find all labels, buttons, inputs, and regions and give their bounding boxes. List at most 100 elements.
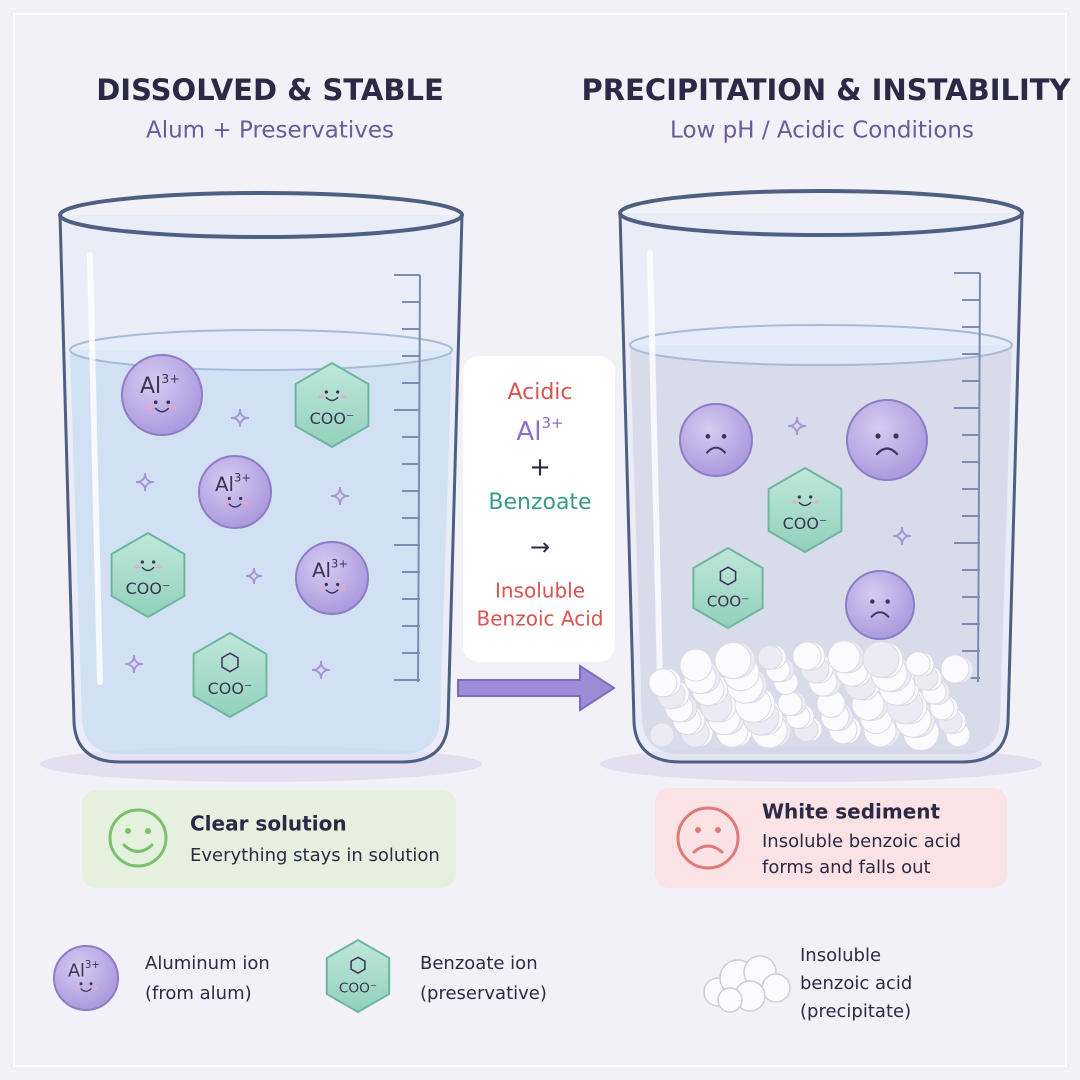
- process-arrow: [457, 664, 616, 712]
- frame: [13, 13, 1067, 1067]
- benzoate-ion: COO⁻: [692, 547, 764, 629]
- ion-symbol: Al: [516, 417, 541, 447]
- reaction-box: [463, 356, 615, 662]
- ion-charge: 3+: [234, 470, 251, 484]
- status-box: [82, 790, 456, 888]
- aluminum-ion: [845, 570, 915, 640]
- ion-body: [53, 945, 119, 1011]
- mouth: [80, 988, 92, 992]
- aluminum-ion: Al3+: [198, 455, 272, 529]
- eye: [870, 599, 875, 604]
- legend-note: (preservative): [420, 983, 547, 1004]
- glass-highlight: [647, 250, 663, 685]
- eye: [239, 496, 243, 501]
- blush: [155, 565, 162, 569]
- precipitate-particle: [792, 641, 822, 671]
- eye: [153, 400, 158, 405]
- blush: [242, 501, 249, 506]
- precipitate-particle: [649, 722, 675, 748]
- ion-body: [295, 541, 369, 615]
- blush: [812, 500, 819, 504]
- eye: [324, 582, 328, 587]
- legend-label: Aluminum ion: [145, 953, 270, 974]
- ion-label: COO⁻: [310, 409, 355, 428]
- sparkle: [245, 567, 263, 585]
- aluminum-ion: Al3+: [121, 354, 203, 436]
- reaction-condition: Acidic: [507, 380, 572, 405]
- aluminum-ion: Al3+: [53, 945, 119, 1011]
- blush: [791, 500, 798, 504]
- ion-symbol: Al: [140, 374, 161, 399]
- eye: [705, 434, 711, 439]
- legend-label: benzoic acid: [800, 973, 912, 994]
- ion-symbol: Al: [312, 558, 331, 581]
- benzoate-ion: COO⁻: [767, 467, 843, 553]
- eye: [227, 496, 231, 501]
- benzene-ring: [719, 566, 737, 586]
- eye: [152, 560, 156, 564]
- eye: [336, 390, 340, 394]
- reaction-product: Insoluble: [495, 579, 585, 603]
- mouth: [325, 396, 339, 402]
- benzene-ring: [350, 956, 366, 974]
- benzoate-ion: COO⁻: [110, 532, 186, 618]
- mouth: [870, 611, 890, 618]
- ion-charge: 3+: [85, 959, 100, 971]
- precipitate-particle: [940, 654, 970, 684]
- sparkle: [330, 486, 350, 506]
- precipitate-icon: [703, 955, 791, 1013]
- ion-charge: 3+: [331, 556, 348, 570]
- eye: [79, 982, 83, 986]
- ion-body: [679, 403, 753, 477]
- blush: [339, 395, 346, 399]
- ion-label: COO⁻: [208, 679, 253, 698]
- status-title: White sediment: [762, 800, 941, 824]
- sparkle: [230, 408, 250, 428]
- legend-note: (from alum): [145, 983, 252, 1004]
- sparkle: [124, 654, 144, 674]
- reaction-ion: Al3+: [516, 414, 563, 447]
- precipitate-particle: [648, 668, 678, 698]
- ion-label: Al3+: [68, 959, 100, 981]
- status-text: forms and falls out: [762, 857, 931, 878]
- eye: [893, 433, 899, 439]
- ion-body: [121, 354, 203, 436]
- status-title: Clear solution: [190, 812, 347, 836]
- left-subtitle: Alum + Preservatives: [146, 118, 394, 144]
- water: [70, 350, 452, 754]
- sparkle: [787, 416, 807, 436]
- happy-face-icon: [108, 808, 168, 868]
- blush: [170, 405, 178, 410]
- eye: [885, 599, 890, 604]
- eye: [336, 582, 340, 587]
- ion-label: Al3+: [215, 470, 251, 495]
- ion-label: COO⁻: [126, 579, 171, 598]
- benzene-ring: [221, 652, 239, 673]
- aluminum-ion: [846, 399, 928, 481]
- eye: [89, 982, 93, 986]
- blush: [92, 986, 99, 990]
- sparkle: [311, 660, 331, 680]
- benzoate-ion: COO⁻: [192, 632, 268, 718]
- cloud-puff: [761, 973, 791, 1003]
- mouth: [875, 447, 899, 456]
- beaker-rim: [618, 189, 1024, 237]
- sparkle: [135, 472, 155, 492]
- eye: [875, 433, 881, 439]
- ion-body: [846, 399, 928, 481]
- cloud-puff: [717, 987, 743, 1013]
- ion-body: [198, 455, 272, 529]
- graduation-scale: [417, 274, 421, 683]
- precipitate-particle: [905, 651, 931, 677]
- eye: [797, 495, 801, 499]
- blush: [318, 395, 325, 399]
- aluminum-ion: [679, 403, 753, 477]
- status-text: Everything stays in solution: [190, 845, 440, 866]
- left-title: DISSOLVED & STABLE: [96, 73, 444, 107]
- mouth: [154, 407, 170, 413]
- legend-note: (precipitate): [800, 1001, 911, 1022]
- ion-symbol: Al: [68, 962, 85, 982]
- precipitate-particle: [862, 640, 900, 678]
- ion-label: COO⁻: [707, 593, 750, 611]
- eye: [721, 434, 727, 439]
